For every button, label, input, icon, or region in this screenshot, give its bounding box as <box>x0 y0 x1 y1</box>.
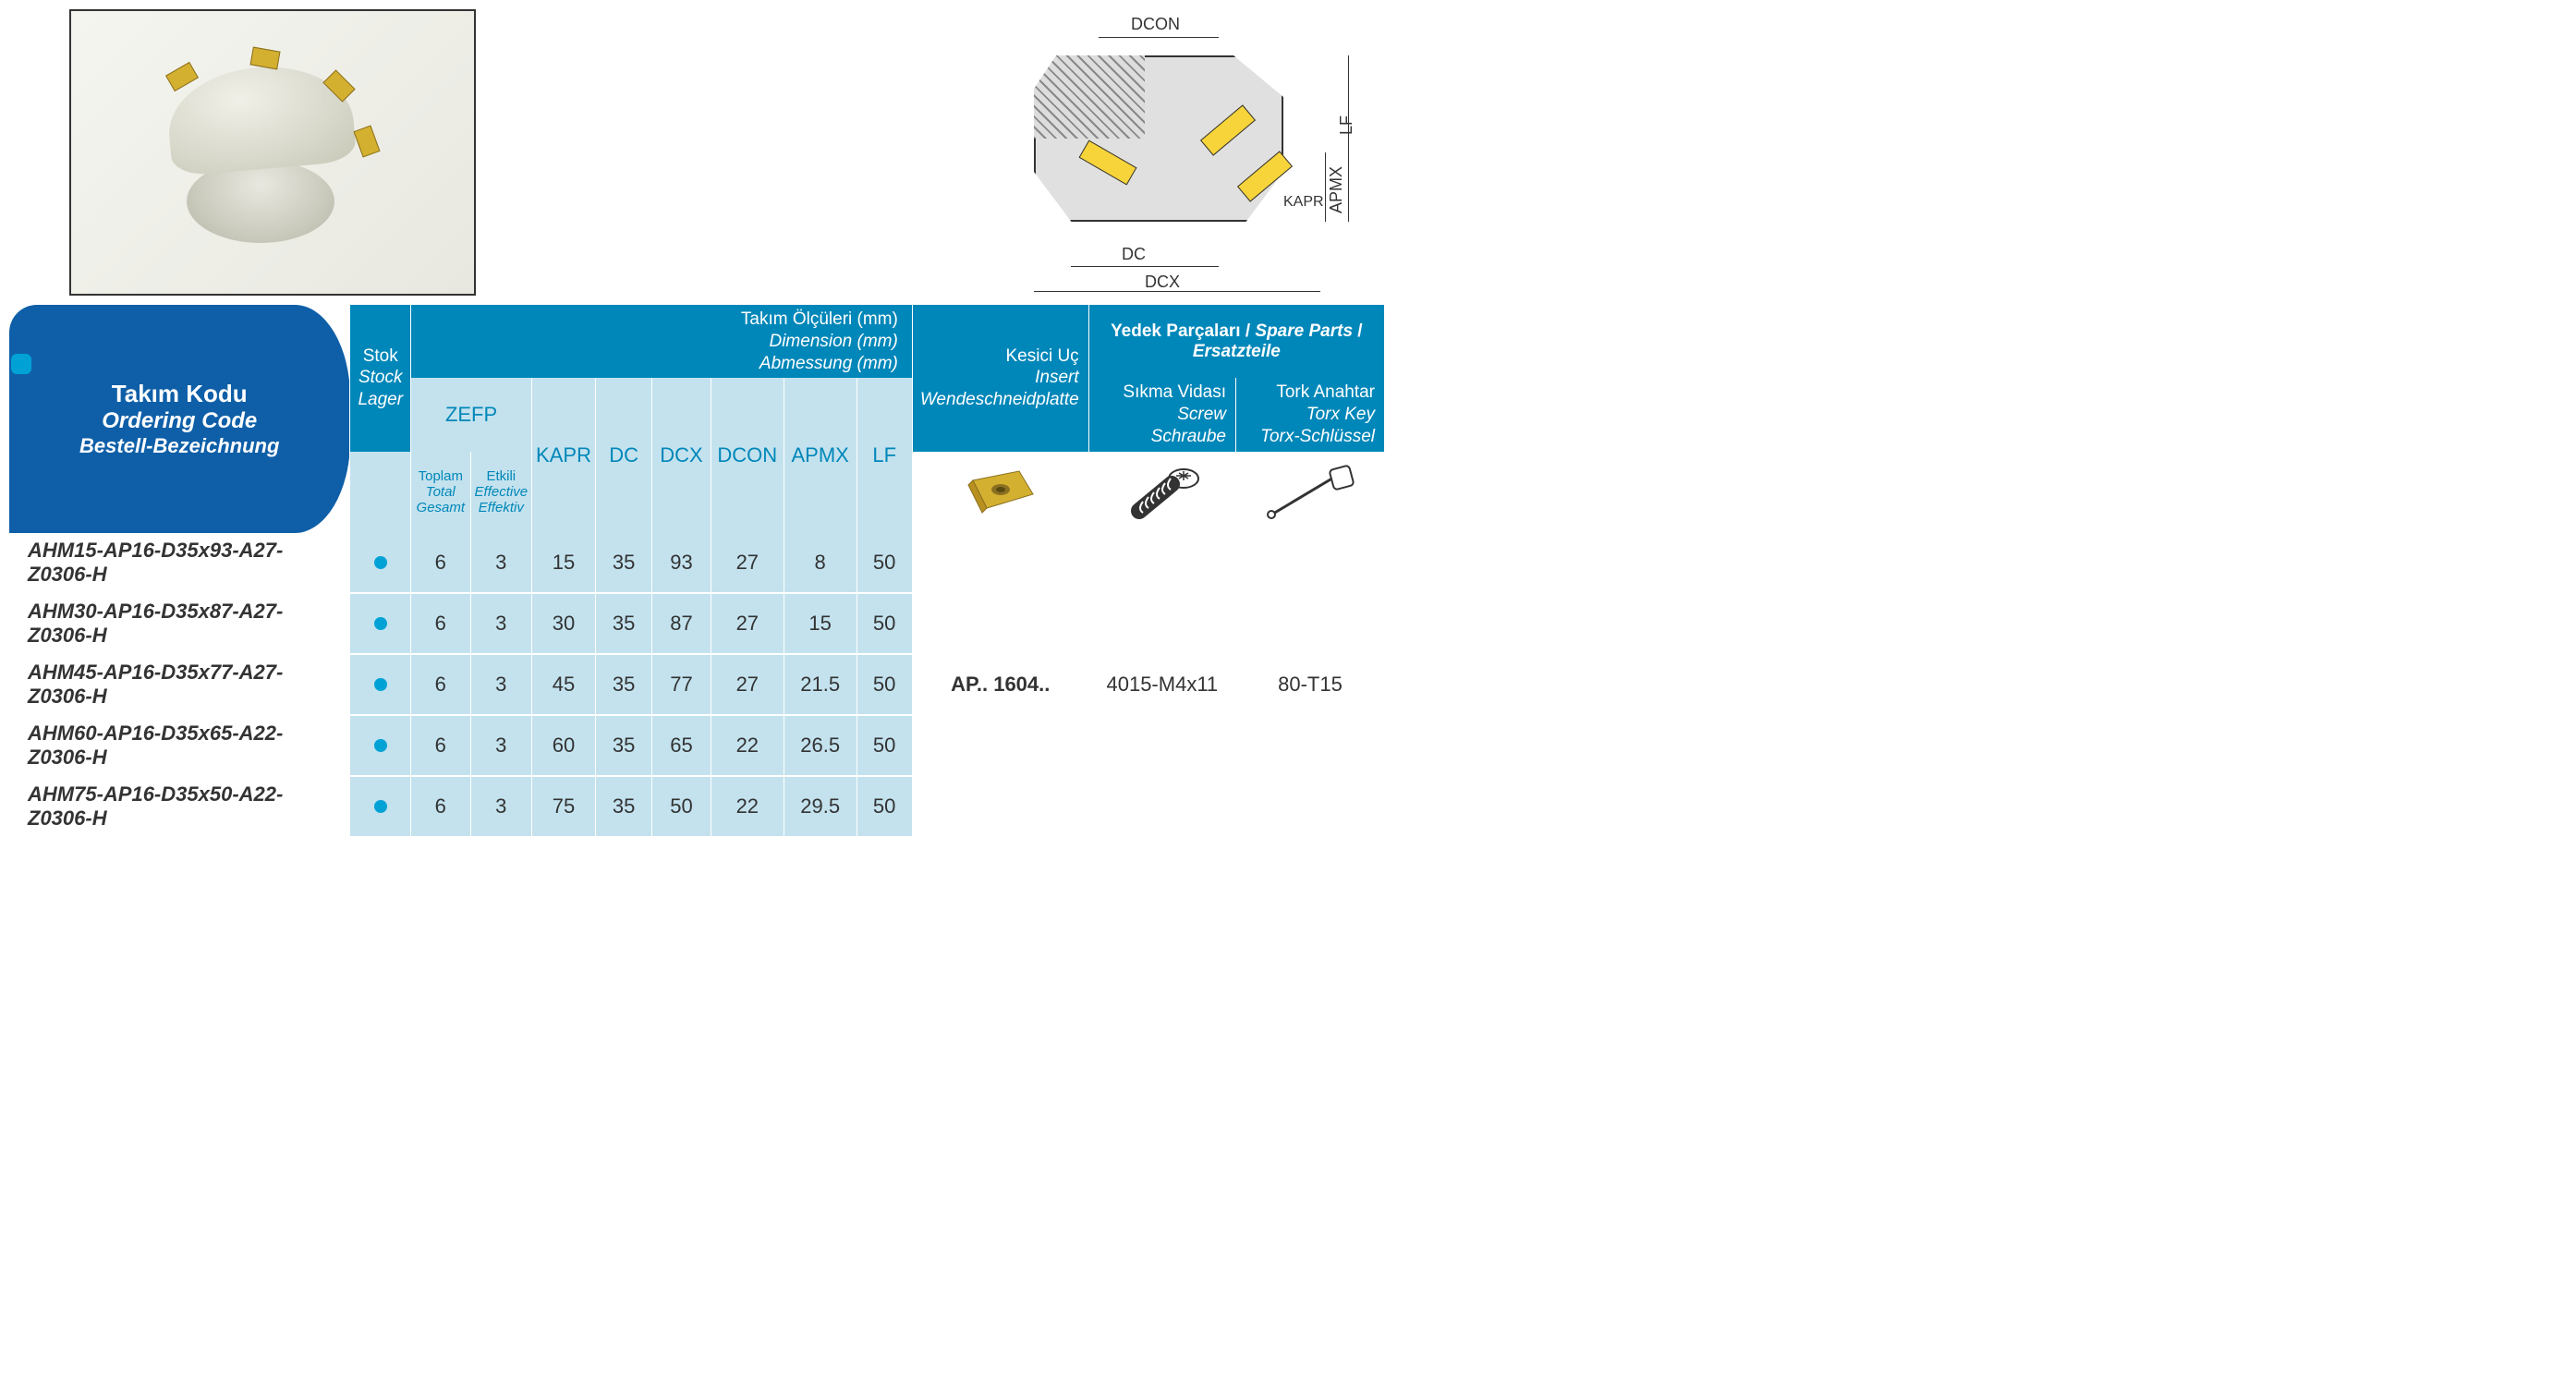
header-kapr: KAPR <box>532 378 596 532</box>
cell-lf: 50 <box>857 715 912 776</box>
label-apmx: APMX <box>1327 166 1346 213</box>
stock-dot-icon <box>374 678 387 691</box>
cell-kapr: 60 <box>532 715 596 776</box>
product-photo <box>69 9 476 296</box>
cell-kapr: 45 <box>532 654 596 715</box>
cell-eff: 3 <box>470 776 532 836</box>
cell-dc: 35 <box>595 776 651 836</box>
cell-code: AHM75-AP16-D35x50-A22-Z0306-H <box>9 776 350 836</box>
cell-dcx: 93 <box>652 533 711 593</box>
cell-stock <box>350 715 411 776</box>
table-row: AHM15-AP16-D35x93-A27-Z0306-H 63153593278… <box>9 533 1385 593</box>
cell-kapr: 30 <box>532 593 596 654</box>
cell-total: 6 <box>411 593 470 654</box>
label-dcx: DCX <box>1145 273 1180 292</box>
label-lf: LF <box>1337 115 1356 135</box>
label-dc: DC <box>1122 245 1146 264</box>
header-stock-blank <box>350 452 411 533</box>
cell-code: AHM60-AP16-D35x65-A22-Z0306-H <box>9 715 350 776</box>
cell-code: AHM30-AP16-D35x87-A27-Z0306-H <box>9 593 350 654</box>
stock-dot-icon <box>374 556 387 569</box>
dimension-diagram: DCON DC DCX LF APMX KAPR <box>978 9 1367 296</box>
cell-dcx: 50 <box>652 776 711 836</box>
cell-dcon: 27 <box>711 593 784 654</box>
cell-code: AHM45-AP16-D35x77-A27-Z0306-H <box>9 654 350 715</box>
header-lf: LF <box>857 378 912 532</box>
header-stock: Stok Stock Lager <box>350 305 411 452</box>
label-kapr: KAPR <box>1283 194 1324 211</box>
label-dcon: DCON <box>1131 15 1180 34</box>
cell-eff: 3 <box>470 654 532 715</box>
header-zefp-total: Toplam Total Gesamt <box>411 452 470 533</box>
cell-dcon: 27 <box>711 533 784 593</box>
cell-dcon: 22 <box>711 715 784 776</box>
cell-eff: 3 <box>470 593 532 654</box>
cell-lf: 50 <box>857 533 912 593</box>
cell-dcx: 65 <box>652 715 711 776</box>
header-insert: Kesici Uç Insert Wendeschneidplatte <box>912 305 1088 452</box>
cell-total: 6 <box>411 533 470 593</box>
cell-dc: 35 <box>595 654 651 715</box>
cell-apmx: 8 <box>784 533 857 593</box>
header-apmx: APMX <box>784 378 857 532</box>
cell-apmx: 21.5 <box>784 654 857 715</box>
cell-stock <box>350 654 411 715</box>
cell-torx: 80-T15 <box>1235 533 1384 836</box>
header-dc: DC <box>595 378 651 532</box>
cell-lf: 50 <box>857 593 912 654</box>
cell-screw: 4015-M4x11 <box>1088 533 1235 836</box>
cell-apmx: 29.5 <box>784 776 857 836</box>
cell-apmx: 15 <box>784 593 857 654</box>
cell-code: AHM15-AP16-D35x93-A27-Z0306-H <box>9 533 350 593</box>
cell-stock <box>350 593 411 654</box>
cell-insert: AP.. 1604.. <box>912 533 1088 836</box>
header-zefp: ZEFP <box>411 378 532 451</box>
screw-icon-cell <box>1088 452 1235 533</box>
cell-kapr: 15 <box>532 533 596 593</box>
stock-dot-icon <box>374 617 387 630</box>
cell-apmx: 26.5 <box>784 715 857 776</box>
cell-dcon: 27 <box>711 654 784 715</box>
header-dcon: DCON <box>711 378 784 532</box>
cell-dcon: 22 <box>711 776 784 836</box>
cell-dc: 35 <box>595 533 651 593</box>
header-ordering-code: Takım Kodu Ordering Code Bestell-Bezeich… <box>9 305 350 533</box>
stock-dot-icon <box>374 800 387 813</box>
cell-lf: 50 <box>857 654 912 715</box>
cell-kapr: 75 <box>532 776 596 836</box>
spec-table: Takım Kodu Ordering Code Bestell-Bezeich… <box>9 305 1385 836</box>
header-spare-parts: Yedek Parçaları / Spare Parts / Ersatzte… <box>1088 305 1384 378</box>
cell-stock <box>350 776 411 836</box>
cell-eff: 3 <box>470 715 532 776</box>
cell-total: 6 <box>411 654 470 715</box>
table-body: AHM15-AP16-D35x93-A27-Z0306-H63153593278… <box>9 533 1385 836</box>
cell-dc: 35 <box>595 715 651 776</box>
stock-dot-icon <box>374 739 387 752</box>
cell-eff: 3 <box>470 533 532 593</box>
cell-total: 6 <box>411 715 470 776</box>
header-dimensions: Takım Ölçüleri (mm) Dimension (mm) Abmes… <box>411 305 913 378</box>
header-dcx: DCX <box>652 378 711 532</box>
cell-lf: 50 <box>857 776 912 836</box>
torx-icon-cell <box>1235 452 1384 533</box>
cell-dcx: 87 <box>652 593 711 654</box>
cell-dc: 35 <box>595 593 651 654</box>
header-screw: Sıkma Vidası Screw Schraube <box>1088 378 1235 451</box>
header-zefp-eff: Etkili Effective Effektiv <box>470 452 532 533</box>
cell-dcx: 77 <box>652 654 711 715</box>
insert-icon-cell <box>912 452 1088 533</box>
header-torx: Tork Anahtar Torx Key Torx-Schlüssel <box>1235 378 1384 451</box>
cell-stock <box>350 533 411 593</box>
cell-total: 6 <box>411 776 470 836</box>
top-section: DCON DC DCX LF APMX KAPR <box>9 9 1385 296</box>
